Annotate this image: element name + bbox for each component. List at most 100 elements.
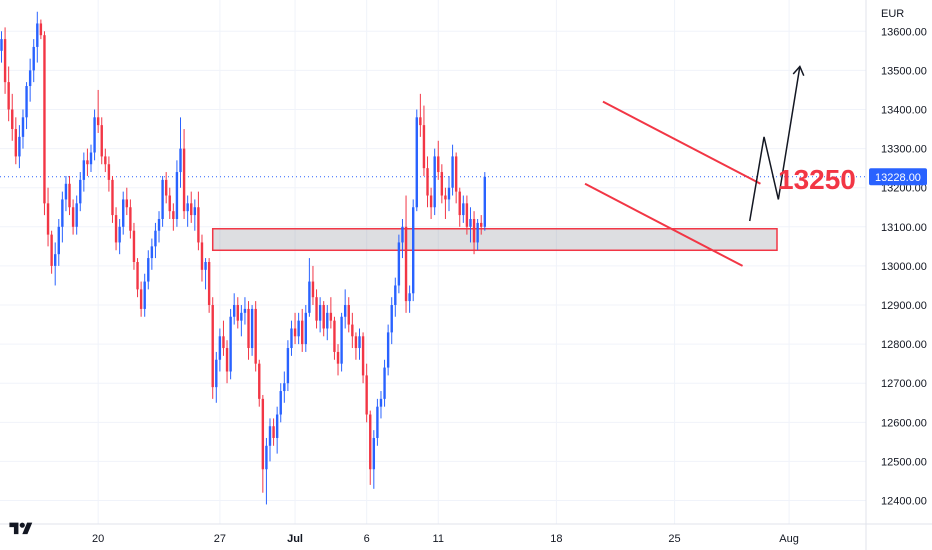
y-tick-label: 12800.00: [881, 339, 927, 351]
candle-down: [361, 332, 365, 384]
candle-body: [54, 254, 57, 266]
candle-body: [86, 160, 89, 165]
candle-body: [207, 262, 211, 306]
candles: [0, 11, 486, 505]
candle-body: [96, 117, 100, 126]
candle-body: [211, 305, 214, 388]
candle-up: [179, 117, 182, 188]
y-tick-label: 12400.00: [881, 496, 927, 508]
candle-down: [465, 195, 469, 235]
y-tick-label: 12700.00: [881, 378, 927, 390]
tradingview-logo-icon[interactable]: [8, 520, 34, 538]
candle-down: [190, 191, 193, 223]
candle-body: [458, 191, 461, 216]
last-price-tag-bg: [869, 168, 927, 186]
candle-down: [136, 258, 139, 298]
candle-up: [150, 238, 154, 270]
candle-up: [462, 195, 465, 223]
last-price-tag: 13228.00: [869, 168, 927, 186]
candle-up: [118, 218, 121, 255]
candle-body: [465, 203, 469, 227]
candle-body: [82, 160, 86, 180]
candle-body: [379, 398, 383, 407]
candle-body: [279, 391, 282, 415]
y-tick-label: 13300.00: [881, 144, 927, 156]
y-tick-label: 12600.00: [881, 417, 927, 429]
candle-body: [190, 203, 193, 216]
candle-body: [476, 222, 479, 243]
candle-up: [61, 191, 64, 243]
candle-down: [107, 156, 111, 192]
candle-body: [122, 199, 125, 227]
price-axis[interactable]: 12400.00 12500.00 12600.00 12700.00 12800.00…: [881, 26, 927, 507]
candle-body: [225, 348, 229, 372]
candle-down: [71, 199, 75, 235]
candle-up: [193, 199, 197, 231]
candle-body: [404, 226, 408, 302]
candle-up: [229, 308, 232, 380]
candle-body: [318, 305, 322, 321]
candle-body: [340, 316, 343, 364]
candle-body: [326, 312, 329, 329]
candle-down: [472, 211, 476, 255]
candle-down: [129, 199, 132, 239]
candle-up: [82, 152, 86, 192]
candle-down: [182, 129, 186, 219]
candle-body: [93, 117, 96, 153]
y-tick-label: 13100.00: [881, 222, 927, 234]
candle-down: [111, 175, 114, 223]
candle-body: [114, 215, 118, 243]
candle-down: [440, 164, 444, 204]
candle-body: [132, 230, 136, 262]
candle-body: [480, 222, 483, 227]
candle-up: [21, 109, 25, 149]
candle-down: [322, 301, 325, 337]
candle-body: [25, 86, 28, 118]
candle-up: [290, 320, 293, 356]
candle-up: [175, 160, 179, 227]
candle-body: [64, 183, 68, 200]
x-tick-label: 25: [668, 533, 680, 545]
candle-down: [426, 156, 429, 208]
candle-down: [11, 93, 14, 141]
candle-up: [32, 39, 35, 83]
candle-body: [172, 211, 175, 219]
y-tick-label: 13500.00: [881, 65, 927, 77]
candle-body: [204, 262, 207, 270]
candle-up: [89, 144, 93, 173]
candle-down: [293, 312, 297, 345]
projection-path: [748, 66, 801, 222]
candle-down: [104, 148, 107, 173]
candle-down: [437, 140, 440, 180]
candle-up: [147, 250, 150, 290]
candle-body: [390, 305, 393, 333]
candle-body: [222, 336, 225, 349]
candle-body: [383, 367, 386, 399]
candle-down: [354, 332, 358, 360]
candle-body: [150, 246, 154, 259]
candle-body: [43, 35, 46, 204]
y-tick-label: 12500.00: [881, 456, 927, 468]
candle-down: [336, 344, 340, 376]
candle-body: [147, 258, 150, 282]
candle-body: [433, 156, 436, 208]
candle-body: [336, 351, 340, 364]
time-axis[interactable]: 20 27 Jul 6 11 18 25 Aug: [92, 533, 799, 545]
candle-up: [233, 293, 236, 325]
candle-body: [454, 156, 458, 192]
candle-down: [311, 265, 315, 306]
candle-body: [229, 316, 232, 372]
candle-up: [340, 312, 343, 372]
candle-down: [429, 187, 433, 219]
candle-up: [275, 406, 279, 454]
candle-up: [483, 172, 486, 231]
candle-body: [218, 336, 222, 360]
candle-body: [21, 117, 25, 137]
currency-label: EUR: [881, 8, 904, 20]
candle-body: [343, 305, 347, 317]
candle-up: [390, 297, 393, 345]
candle-body: [376, 406, 379, 438]
candle-body: [265, 445, 268, 470]
candle-body: [39, 23, 43, 36]
candle-body: [233, 305, 236, 317]
